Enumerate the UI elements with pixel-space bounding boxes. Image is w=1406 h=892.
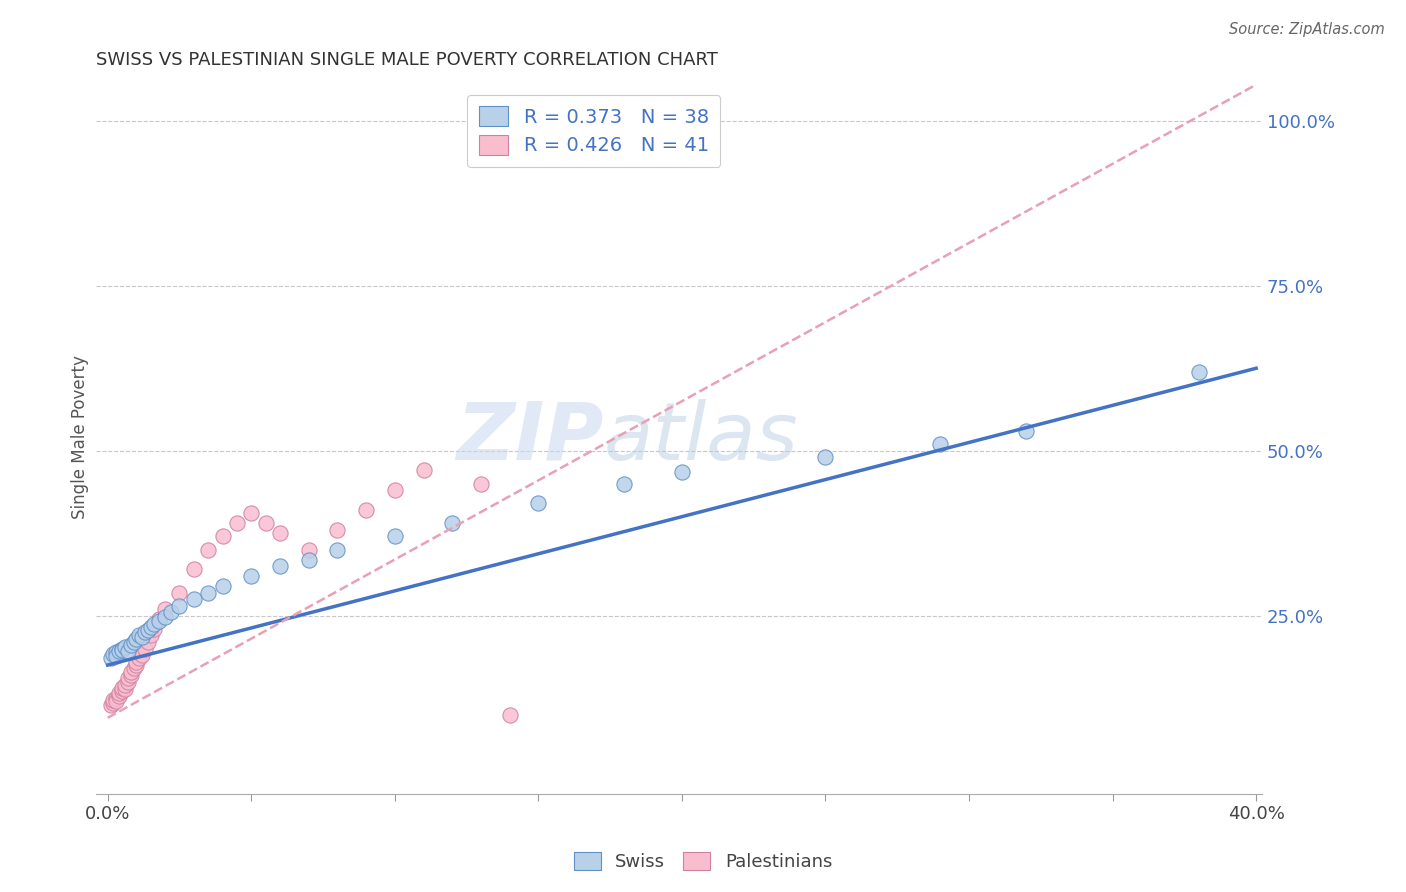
Point: [183, 592, 205, 607]
Point: [412, 463, 434, 477]
Point: [117, 674, 139, 689]
Point: [354, 503, 377, 517]
Point: [197, 585, 219, 599]
Point: [136, 623, 159, 637]
Point: [326, 523, 349, 537]
Point: [117, 671, 139, 685]
Point: [298, 542, 321, 557]
Point: [105, 694, 128, 708]
Legend: Swiss, Palestinians: Swiss, Palestinians: [567, 845, 839, 879]
Point: [240, 569, 263, 583]
Point: [100, 651, 122, 665]
Point: [134, 641, 156, 656]
Point: [103, 696, 125, 710]
Point: [153, 610, 176, 624]
Point: [136, 635, 159, 649]
Text: ZIP: ZIP: [456, 399, 603, 476]
Point: [111, 684, 134, 698]
Point: [269, 526, 291, 541]
Point: [225, 516, 247, 531]
Point: [139, 628, 162, 642]
Point: [122, 661, 145, 675]
Point: [108, 689, 131, 703]
Point: [108, 686, 131, 700]
Text: SWISS VS PALESTINIAN SINGLE MALE POVERTY CORRELATION CHART: SWISS VS PALESTINIAN SINGLE MALE POVERTY…: [96, 51, 718, 69]
Point: [254, 516, 277, 531]
Point: [111, 681, 134, 695]
Point: [384, 529, 406, 543]
Point: [148, 612, 170, 626]
Point: [114, 682, 136, 697]
Point: [122, 635, 145, 649]
Point: [470, 476, 492, 491]
Point: [128, 651, 150, 665]
Point: [125, 655, 148, 669]
Point: [183, 562, 205, 576]
Point: [100, 698, 122, 712]
Point: [148, 614, 170, 628]
Text: Source: ZipAtlas.com: Source: ZipAtlas.com: [1229, 22, 1385, 37]
Point: [269, 559, 291, 574]
Point: [128, 628, 150, 642]
Y-axis label: Single Male Poverty: Single Male Poverty: [72, 356, 89, 519]
Text: atlas: atlas: [603, 399, 799, 476]
Point: [142, 622, 165, 636]
Point: [105, 645, 128, 659]
Point: [114, 678, 136, 692]
Point: [125, 632, 148, 646]
Point: [240, 507, 263, 521]
Point: [498, 707, 520, 722]
Point: [298, 552, 321, 566]
Point: [114, 640, 136, 655]
Point: [211, 529, 233, 543]
Point: [384, 483, 406, 498]
Point: [169, 599, 191, 613]
Point: [131, 630, 153, 644]
Point: [139, 620, 162, 634]
Point: [105, 649, 128, 664]
Point: [103, 647, 125, 661]
Point: [131, 648, 153, 662]
Point: [814, 450, 837, 465]
Point: [108, 644, 131, 658]
Point: [671, 465, 693, 479]
Point: [1015, 424, 1038, 438]
Point: [142, 616, 165, 631]
Point: [120, 638, 142, 652]
Point: [134, 625, 156, 640]
Point: [441, 516, 464, 531]
Point: [169, 585, 191, 599]
Point: [929, 437, 952, 451]
Point: [1188, 365, 1211, 379]
Point: [326, 542, 349, 557]
Point: [160, 605, 183, 619]
Point: [153, 602, 176, 616]
Point: [117, 643, 139, 657]
Point: [103, 693, 125, 707]
Point: [211, 579, 233, 593]
Point: [527, 496, 550, 510]
Point: [125, 658, 148, 673]
Point: [613, 476, 636, 491]
Point: [111, 641, 134, 656]
Legend: R = 0.373   N = 38, R = 0.426   N = 41: R = 0.373 N = 38, R = 0.426 N = 41: [467, 95, 720, 167]
Point: [105, 691, 128, 706]
Point: [120, 665, 142, 679]
Point: [197, 542, 219, 557]
Point: [120, 668, 142, 682]
Point: [111, 643, 134, 657]
